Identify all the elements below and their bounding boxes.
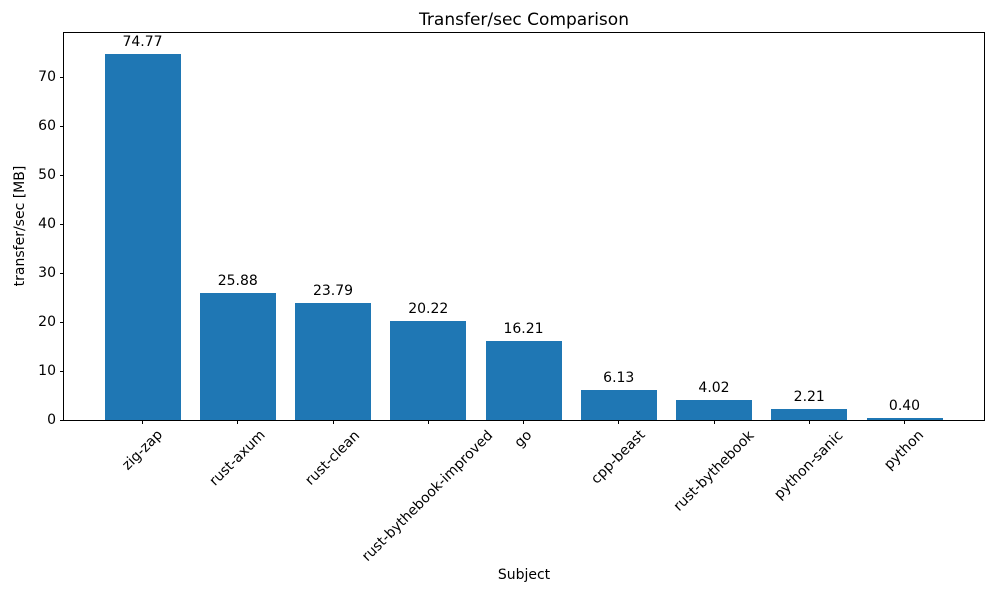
x-tick-mark bbox=[427, 420, 429, 424]
y-tick-mark bbox=[60, 223, 64, 225]
y-tick-label: 20 bbox=[38, 314, 56, 331]
bar-rust-axum bbox=[199, 293, 276, 420]
bar-value-label: 25.88 bbox=[217, 273, 258, 290]
x-tick-label-rust-bythebook-improved: rust-bythebook-improved bbox=[359, 427, 497, 565]
y-tick-label: 40 bbox=[38, 216, 56, 233]
x-tick-label-python: python bbox=[881, 427, 928, 474]
y-tick-mark bbox=[60, 272, 64, 274]
y-tick-mark bbox=[60, 125, 64, 127]
x-tick-mark bbox=[713, 420, 715, 424]
y-tick-mark bbox=[60, 419, 64, 421]
x-tick-label-rust-axum: rust-axum bbox=[206, 427, 269, 490]
y-tick-label: 70 bbox=[38, 69, 56, 86]
y-tick-label: 50 bbox=[38, 167, 56, 184]
bar-value-label: 16.21 bbox=[503, 320, 544, 337]
y-tick-label: 60 bbox=[38, 118, 56, 135]
x-tick-mark bbox=[618, 420, 620, 424]
y-tick-label: 10 bbox=[38, 363, 56, 379]
plot-area: 0 10 20 30 40 50 60 70 74.77 25.88 23.79 20.22 16.21… bbox=[38, 32, 985, 428]
y-axis-label: transfer/sec [MB] bbox=[12, 165, 28, 287]
bar-value-label: 4.02 bbox=[698, 380, 730, 397]
x-tick-label-rust-clean: rust-clean bbox=[302, 427, 364, 489]
y-tick-mark bbox=[60, 370, 64, 372]
x-tick-mark bbox=[332, 420, 334, 424]
bar-rust-bythebook bbox=[676, 400, 752, 420]
bar-zig-zap bbox=[104, 53, 181, 420]
bar-value-label: 20.22 bbox=[408, 300, 449, 317]
bar-cpp-beast bbox=[580, 389, 657, 420]
x-tick-label-python-sanic: python-sanic bbox=[771, 427, 847, 503]
bar-value-label: 6.13 bbox=[603, 369, 635, 386]
x-tick-mark bbox=[808, 420, 810, 424]
bar-value-label: 2.21 bbox=[793, 389, 825, 406]
chart-title: Transfer/sec Comparison bbox=[419, 10, 629, 30]
bar-python bbox=[866, 418, 943, 420]
bar-python-sanic bbox=[771, 409, 848, 420]
y-tick-mark bbox=[60, 174, 64, 176]
x-tick-label-rust-bythebook: rust-bythebook bbox=[670, 427, 757, 515]
bar-value-label: 0.40 bbox=[888, 398, 921, 415]
bar-rust-clean bbox=[295, 303, 371, 420]
x-tick-mark bbox=[523, 420, 524, 424]
bar-value-label: 23.79 bbox=[312, 283, 354, 300]
bar-value-label: 74.77 bbox=[122, 33, 163, 50]
y-tick-label: 0 bbox=[47, 412, 56, 428]
x-tick-mark bbox=[142, 420, 143, 424]
x-axis-label: Subject bbox=[497, 567, 551, 583]
bar-go bbox=[485, 340, 562, 420]
y-tick-mark bbox=[60, 321, 64, 323]
x-tick-label-cpp-beast: cpp-beast bbox=[588, 427, 649, 488]
bar-rust-bythebook-improved bbox=[390, 320, 467, 420]
x-tick-mark bbox=[237, 420, 239, 424]
x-tick-label-zig-zap: zig-zap bbox=[118, 427, 166, 474]
x-tick-label-go: go bbox=[511, 427, 536, 451]
y-tick-mark bbox=[60, 76, 64, 78]
y-tick-label: 30 bbox=[38, 265, 56, 282]
x-tick-mark bbox=[904, 420, 905, 424]
